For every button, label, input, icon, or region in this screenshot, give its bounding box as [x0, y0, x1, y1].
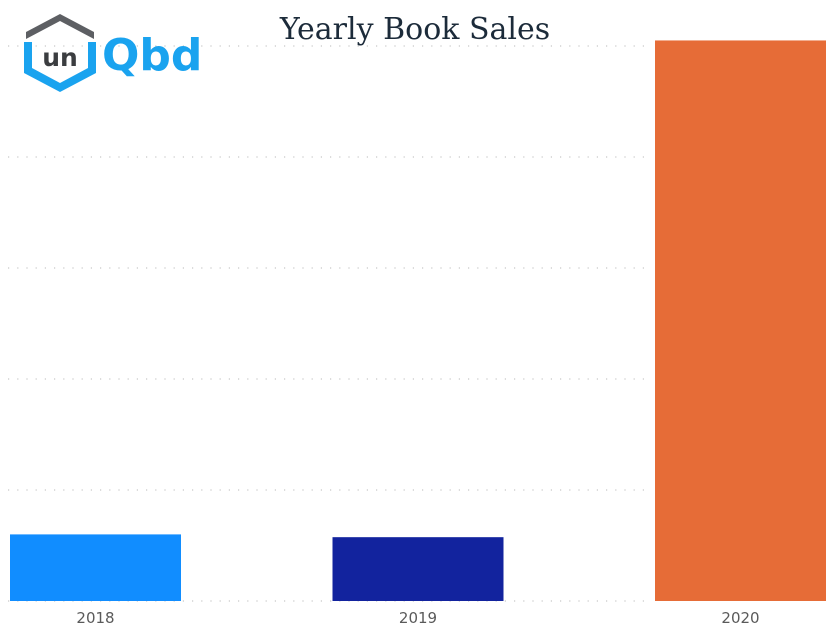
x-tick-label: 2020 — [721, 609, 759, 627]
bar-2018[interactable] — [10, 534, 181, 601]
x-axis-ticks: 2018 2019 2020 — [76, 609, 759, 627]
bars — [10, 40, 826, 601]
x-tick-label: 2019 — [399, 609, 437, 627]
chart-title: Yearly Book Sales — [279, 12, 550, 47]
logo-inner-text: un — [42, 43, 78, 72]
gridlines — [8, 45, 650, 602]
logo-brand-text: Qbd — [102, 30, 202, 81]
x-tick-label: 2018 — [76, 609, 114, 627]
bar-2019[interactable] — [332, 537, 504, 601]
logo-hexagon-shape — [24, 42, 96, 92]
logo-roof-shape — [26, 14, 94, 39]
bar-2020[interactable] — [655, 40, 826, 601]
unqbd-logo: un Qbd — [24, 14, 202, 92]
